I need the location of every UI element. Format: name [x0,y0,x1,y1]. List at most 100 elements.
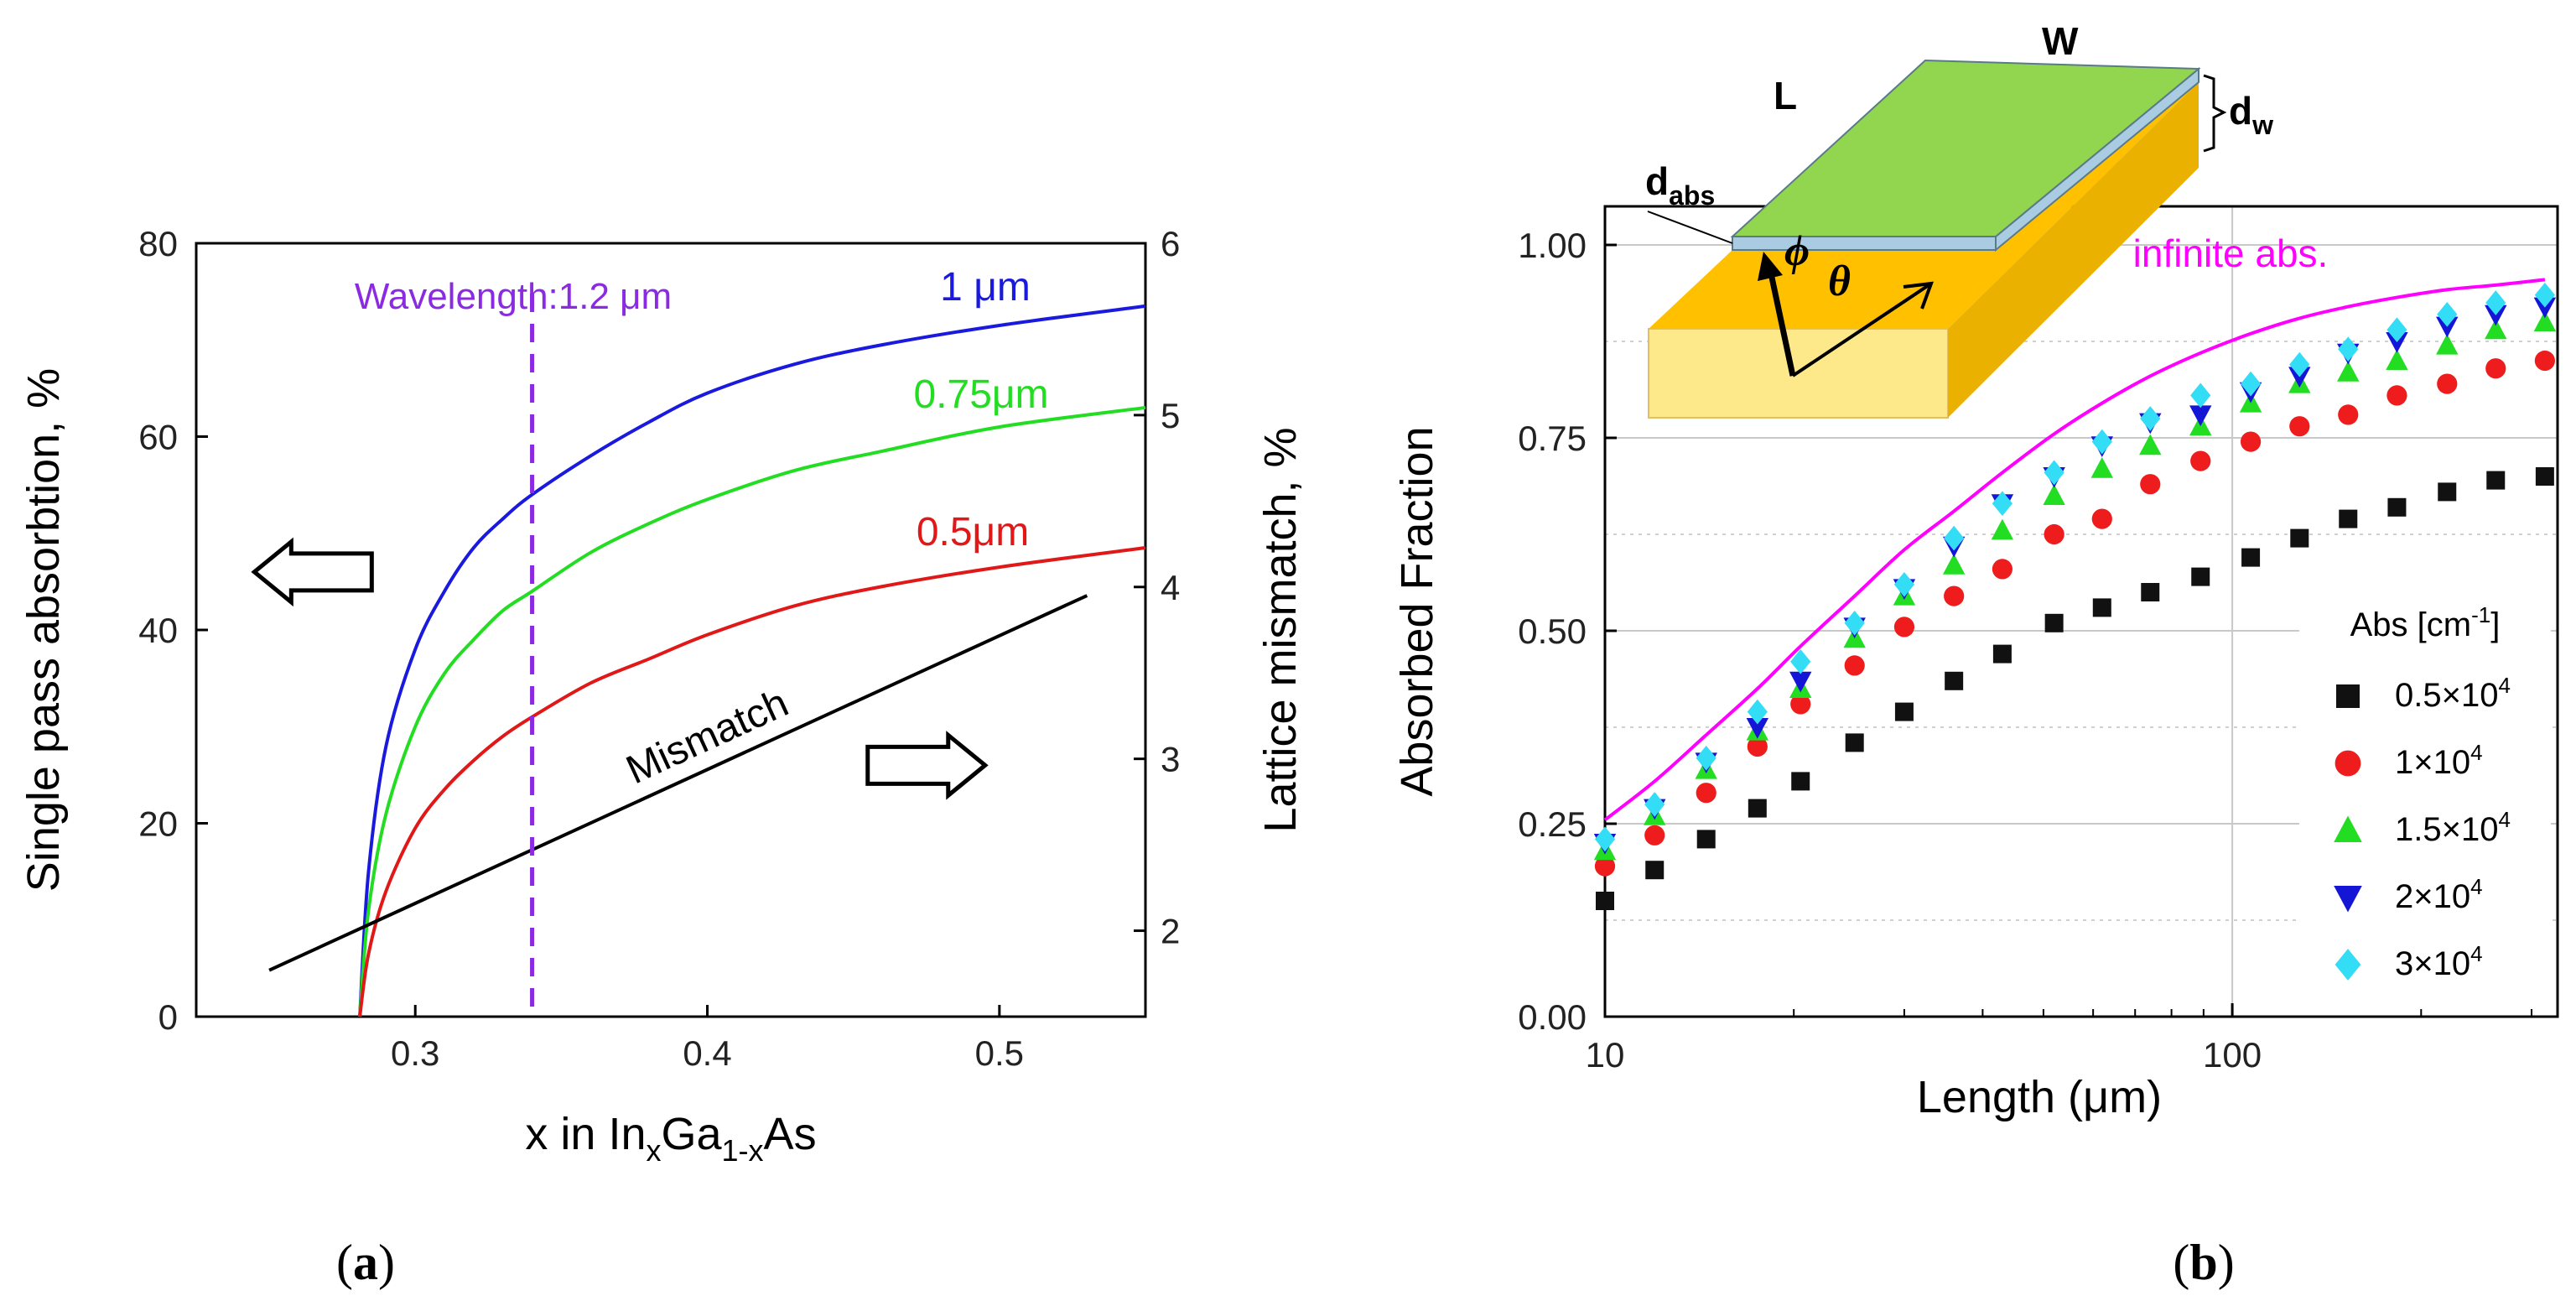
axis-arrow-left [251,537,374,607]
point-series-4 [2091,429,2112,455]
point-series-4 [2534,282,2555,308]
point-series-4 [2338,336,2359,362]
point-series-0 [1748,799,1767,818]
x-tick-label: 0.3 [391,1033,439,1073]
d-w-brace [2203,74,2227,153]
point-series-4 [1790,648,1811,674]
point-series-1 [1944,585,1965,606]
point-series-3 [2533,297,2557,319]
point-series-4 [2190,382,2211,409]
point-series-3 [2189,405,2212,427]
panel-b-x-axis-label: Length (μm) [1917,1072,2162,1122]
point-series-4 [1893,571,1915,597]
point-series-2 [2043,484,2065,505]
phi-vector-head [1758,252,1783,281]
inset-waveguide-diagram: W L dw dabs ϕ θ [1645,19,2273,419]
point-series-3 [2288,367,2311,388]
point-series-0 [2535,467,2554,486]
point-series-2 [2386,349,2408,370]
point-series-1 [2437,373,2458,394]
y-tick-label: 0.00 [1518,997,1587,1037]
point-series-0 [2044,613,2064,632]
point-series-4 [2240,371,2262,397]
point-series-3 [2386,332,2408,353]
y2-tick-label: 6 [1161,224,1180,263]
point-series-2 [2090,457,2113,478]
point-series-4 [1644,792,1665,817]
point-series-4 [2044,460,2064,486]
y-tick-label: 0 [158,997,178,1037]
point-series-3 [1789,671,1812,693]
legend-label-3: 2×104 [2395,874,2483,915]
point-series-1 [1644,825,1665,846]
panel-b-chart: 10 100 0.00 0.25 0.50 0.75 1.00 W L dw dabs ϕ … [1392,19,2559,1290]
point-series-1 [2485,358,2506,379]
point-series-0 [1645,861,1665,880]
point-series-0 [2339,509,2358,528]
series-line-2 [358,546,1146,1017]
series-label-2: 0.5μm [917,510,1029,554]
point-series-2 [2337,361,2360,382]
inset-label-l: L [1774,74,1797,117]
point-series-1 [2338,404,2359,425]
x-tick-label: 0.5 [975,1033,1024,1073]
y2-tick-label: 2 [1161,912,1180,951]
legend-marker-3 [2334,886,2362,913]
legend-box [2299,594,2551,993]
inset-label-phi: ϕ [1784,227,1810,275]
point-series-1 [2140,474,2161,495]
x-tick-label: 100 [2203,1035,2262,1075]
y-tick-label: 80 [138,224,178,263]
legend-label-2: 1.5×104 [2395,807,2511,848]
phi-vector [1768,273,1796,377]
panel-a-ticks [196,242,1145,1018]
point-series-0 [2141,583,2160,601]
y-tick-label: 0.50 [1518,611,1587,651]
legend-entries: 0.5×104 1×104 1.5×104 2×104 3×104 [2334,673,2511,982]
point-series-4 [2386,317,2407,343]
panel-b-caption: (b) [2173,1235,2234,1290]
point-series-1 [1594,856,1616,877]
film-edge [1732,236,1997,251]
panel-a-x-axis-label: x in InxGa1-xAs [525,1109,816,1168]
legend-marker-0 [2336,684,2360,708]
film-top-face [1730,59,2201,237]
point-series-1 [1696,783,1716,804]
point-series-1 [1992,559,2012,580]
point-series-4 [1944,525,1965,551]
panel-b-y-axis-label: Absorbed Fraction [1392,426,1442,796]
point-series-4 [1992,491,2012,517]
point-series-0 [2438,482,2457,502]
point-series-1 [2289,416,2310,437]
y2-tick-label: 4 [1161,568,1180,607]
point-series-1 [1893,617,1915,637]
point-series-0 [2241,548,2261,567]
point-series-4 [2485,290,2506,315]
point-series-0 [2387,497,2407,517]
point-series-3 [2436,316,2459,338]
point-series-3 [2485,304,2507,326]
point-series-4 [2289,351,2310,377]
series-line-3 [268,594,1088,972]
x-tick-label: 0.4 [683,1033,731,1073]
point-series-0 [1845,733,1864,752]
point-series-2 [2139,434,2162,455]
series-line-1 [358,405,1146,1017]
point-series-1 [1747,736,1768,757]
y2-tick-label: 5 [1161,396,1180,435]
inset-label-dw: dw [2229,89,2273,140]
series-label-0: 1 μm [940,265,1031,310]
point-series-0 [2092,598,2111,617]
panel-b-infinite-abs-curve [1603,278,2546,821]
point-series-0 [2191,567,2210,586]
theta-vector [1791,284,1930,377]
legend-marker-1 [2334,750,2361,777]
legend-label-4: 3×104 [2395,941,2483,982]
slab-side-face [1948,82,2199,418]
series-line-0 [358,304,1146,1017]
panel-a-y2-axis-label: Lattice mismatch, % [1255,427,1306,832]
point-series-1 [2190,450,2211,471]
point-series-4 [2140,406,2161,431]
point-series-4 [1844,610,1865,636]
